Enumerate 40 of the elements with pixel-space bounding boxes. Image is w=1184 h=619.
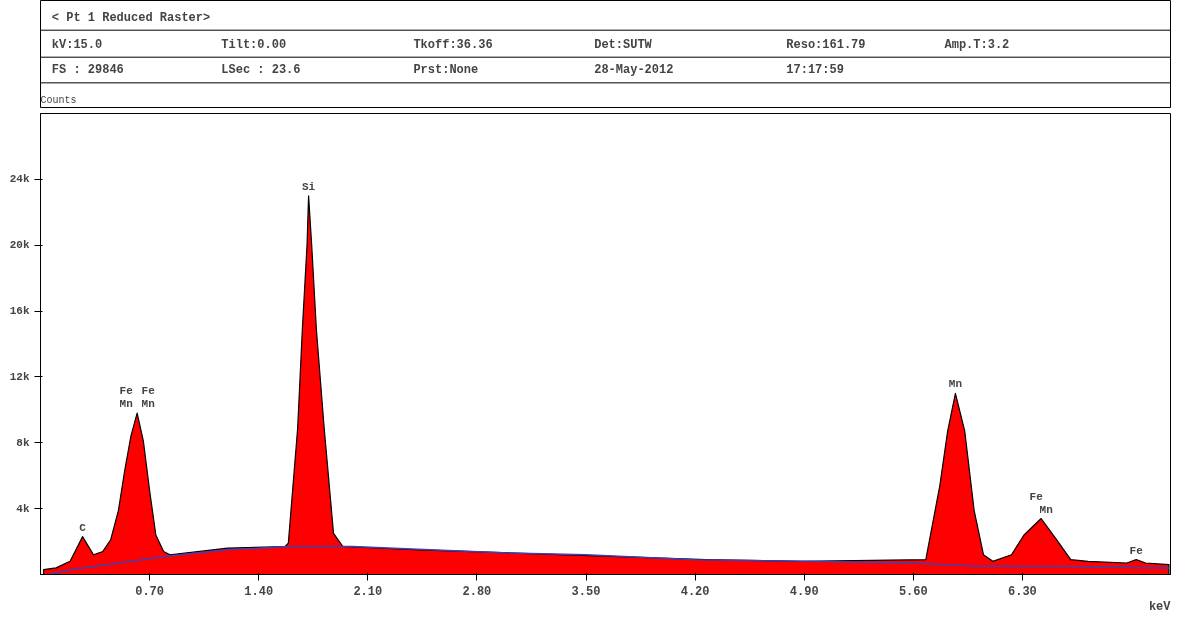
y-tick-label: 8k: [16, 436, 30, 449]
x-axis-title: keV: [1148, 599, 1172, 614]
y-axis-title: Counts: [40, 94, 77, 106]
annotation: Fe: [1029, 490, 1044, 503]
x-tick-label: 0.70: [135, 584, 165, 599]
line-series: [47, 545, 1170, 575]
y-tick-label: 4k: [16, 502, 30, 515]
annotation: Mn: [141, 398, 155, 411]
annotation: Fe: [1129, 544, 1144, 557]
annotation: Fe: [119, 385, 134, 398]
text: Tilt:0.00: [221, 37, 287, 52]
text: FS : 29846: [51, 63, 124, 78]
annotation: Mn: [119, 398, 133, 411]
text: 28-May-2012: [594, 63, 674, 78]
y-tick-label: 20k: [9, 239, 30, 252]
annotation: Mn: [948, 378, 963, 391]
x-tick-label: 1.40: [244, 584, 274, 599]
x-tick-label: 6.30: [1008, 584, 1037, 599]
y-tick-label: 16k: [9, 305, 30, 318]
annotation: Fe: [141, 385, 156, 398]
annotation: Si: [301, 180, 316, 193]
text: LSec : 23.6: [221, 63, 301, 78]
x-tick-label: 4.90: [789, 584, 819, 599]
text: Reso:161.79: [786, 37, 866, 52]
x-tick-label: 4.20: [680, 584, 710, 599]
x-tick-label: 2.10: [353, 584, 383, 599]
text: Det:SUTW: [594, 37, 653, 52]
text: 17:17:59: [786, 63, 844, 78]
y-tick-label: 12k: [9, 370, 30, 383]
x-tick-label: 2.80: [462, 584, 492, 599]
annotation: C: [79, 521, 87, 534]
annotation: Mn: [1039, 503, 1053, 516]
text: Amp.T:3.2: [944, 37, 1010, 52]
text: Tkoff:36.36: [413, 37, 493, 52]
chart-title: < Pt 1 Reduced Raster>: [51, 10, 211, 25]
text: Prst:None: [413, 63, 479, 78]
y-tick-label: 24k: [9, 173, 30, 186]
x-tick-label: 3.50: [571, 584, 601, 599]
text: kV:15.0: [51, 37, 103, 52]
x-tick-label: 5.60: [898, 584, 928, 599]
